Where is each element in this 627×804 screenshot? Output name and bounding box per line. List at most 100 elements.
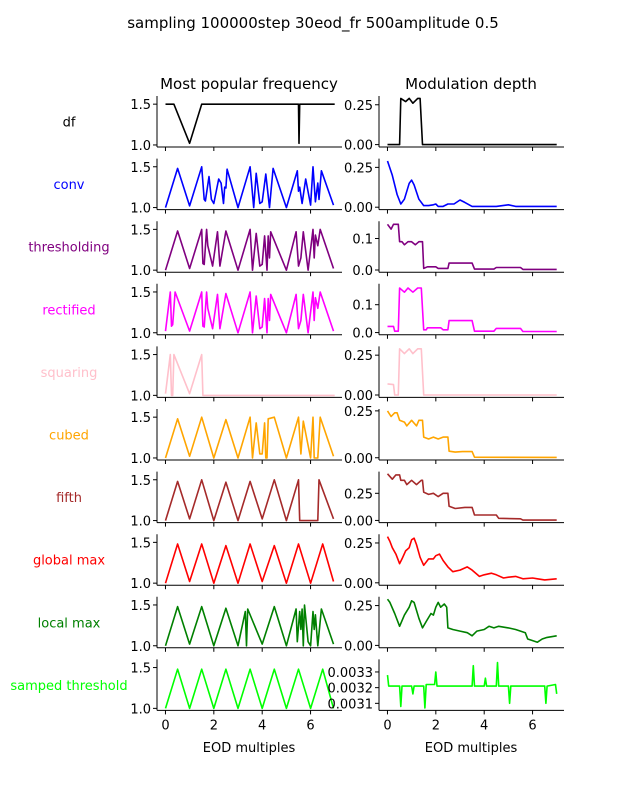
y-tick-label: 1.5 — [130, 98, 151, 113]
y-tick-label: 0.0031 — [328, 697, 374, 712]
y-tick-label: 0.1 — [352, 233, 373, 248]
subplot-thresholding-left: 1.0 1.5 — [130, 221, 342, 279]
subplot-df-right: 0.00 0.25 — [344, 96, 564, 154]
series-line-cubed — [164, 416, 335, 459]
x-tick-label: 2 — [432, 718, 440, 733]
y-tick-label: 0.25 — [344, 600, 373, 615]
subplot-global-max-left: 1.0 1.5 — [130, 534, 342, 592]
y-tick-label: 0.25 — [344, 405, 373, 420]
series-line-squaring — [164, 353, 335, 397]
subplot-conv-left: 1.0 1.5 — [130, 158, 342, 217]
subplot-samped-threshold-left: 0 2 4 6 1.0 1.5 — [130, 659, 342, 733]
y-tick-label: 0.00 — [344, 389, 373, 404]
y-tick-label: 0.0 — [352, 327, 373, 342]
series-line-fifth — [164, 478, 335, 522]
series-line-samped-threshold — [164, 668, 335, 710]
subplot-rectified-left: 1.0 1.5 — [130, 283, 342, 342]
y-tick-label: 1.0 — [130, 327, 151, 342]
y-tick-label: 1.5 — [130, 286, 151, 301]
series-line-conv — [386, 160, 557, 208]
y-tick-label: 1.0 — [130, 139, 151, 154]
y-tick-label: 0.0033 — [328, 666, 374, 681]
series-line-df — [387, 97, 557, 146]
y-tick-label: 0.25 — [344, 349, 373, 364]
y-tick-label: 0.25 — [344, 161, 373, 176]
row-label: cubed — [49, 429, 89, 444]
series-line-cubed — [386, 410, 557, 459]
x-tick-label: 0 — [161, 718, 169, 733]
series-line-conv — [164, 166, 335, 209]
subplot-conv-right: 0.00 0.25 — [344, 158, 564, 216]
y-tick-label: 1.0 — [130, 577, 151, 592]
series-line-local-max — [164, 604, 335, 647]
column-title-frequency: Most popular frequency — [160, 75, 338, 93]
subplot-thresholding-right: 0.0 0.1 — [352, 221, 564, 279]
y-tick-label: 1.0 — [130, 640, 151, 655]
x-tick-label: 6 — [306, 718, 314, 733]
series-line-rectified — [164, 291, 335, 334]
subplot-cubed-left: 1.0 1.5 — [130, 409, 342, 467]
series-line-fifth — [386, 473, 557, 521]
y-tick-label: 1.5 — [130, 474, 151, 489]
row-label: squaring — [41, 366, 98, 381]
subplot-fifth-right: 0.00 0.25 — [344, 471, 564, 529]
y-tick-label: 0.00 — [344, 577, 373, 592]
y-tick-label: 1.5 — [130, 161, 151, 176]
series-line-squaring — [387, 347, 557, 396]
y-tick-label: 1.5 — [130, 662, 151, 677]
subplot-squaring-right: 0.00 0.25 — [344, 346, 564, 404]
row-label: thresholding — [28, 241, 109, 256]
series-line-rectified — [387, 287, 557, 333]
y-tick-label: 1.5 — [130, 599, 151, 614]
subplot-rectified-right: 0.0 0.1 — [352, 283, 564, 342]
series-line-df — [165, 103, 335, 145]
series-line-local-max — [386, 598, 557, 644]
row-label: df — [63, 116, 76, 131]
y-tick-label: 1.0 — [130, 452, 151, 467]
y-tick-label: 1.0 — [130, 702, 151, 717]
row-label: global max — [33, 554, 105, 569]
subplot-fifth-left: 1.0 1.5 — [130, 471, 342, 530]
series-line-thresholding — [386, 223, 557, 271]
y-tick-label: 1.0 — [130, 264, 151, 279]
column-title-modulation: Modulation depth — [405, 75, 537, 93]
y-tick-label: 1.0 — [130, 389, 151, 404]
y-tick-label: 1.5 — [130, 223, 151, 238]
y-tick-label: 0.0032 — [328, 682, 374, 697]
y-tick-label: 0.00 — [344, 452, 373, 467]
y-tick-label: 0.1 — [352, 299, 373, 314]
y-tick-label: 1.0 — [130, 515, 151, 530]
y-tick-label: 1.5 — [130, 411, 151, 426]
subplot-local-max-left: 1.0 1.5 — [130, 596, 342, 655]
y-tick-label: 1.0 — [130, 202, 151, 217]
y-tick-label: 0.00 — [344, 139, 373, 154]
x-axis-label-right: EOD multiples — [425, 741, 518, 756]
subplot-global-max-right: 0.00 0.25 — [344, 534, 564, 592]
x-tick-label: 2 — [210, 718, 218, 733]
row-label: local max — [38, 616, 101, 631]
subplot-cubed-right: 0.00 0.25 — [344, 405, 564, 467]
row-label: rectified — [42, 303, 95, 318]
series-line-global-max — [386, 536, 557, 581]
x-axis-label-left: EOD multiples — [203, 741, 296, 756]
series-line-thresholding — [164, 228, 335, 272]
x-tick-label: 4 — [258, 718, 266, 733]
y-tick-label: 0.0 — [352, 264, 373, 279]
row-label: conv — [53, 178, 84, 193]
x-tick-label: 6 — [528, 718, 536, 733]
subplot-squaring-left: 1.0 1.5 — [130, 346, 342, 404]
y-tick-label: 0.25 — [344, 487, 373, 502]
y-tick-label: 1.5 — [130, 536, 151, 551]
row-label: fifth — [56, 491, 82, 506]
y-tick-label: 0.25 — [344, 537, 373, 552]
y-tick-label: 0.00 — [344, 201, 373, 216]
y-tick-label: 1.5 — [130, 349, 151, 364]
row-label: samped threshold — [10, 679, 127, 694]
subplot-local-max-right: 0.00 0.25 — [344, 596, 564, 654]
y-tick-label: 0.00 — [344, 639, 373, 654]
series-line-global-max — [164, 543, 335, 585]
figure-title: sampling 100000step 30eod_fr 500amplitud… — [127, 14, 499, 33]
subplot-df-left: 1.0 1.5 — [130, 96, 342, 154]
y-tick-label: 0.25 — [344, 99, 373, 114]
y-tick-label: 0.00 — [344, 514, 373, 529]
